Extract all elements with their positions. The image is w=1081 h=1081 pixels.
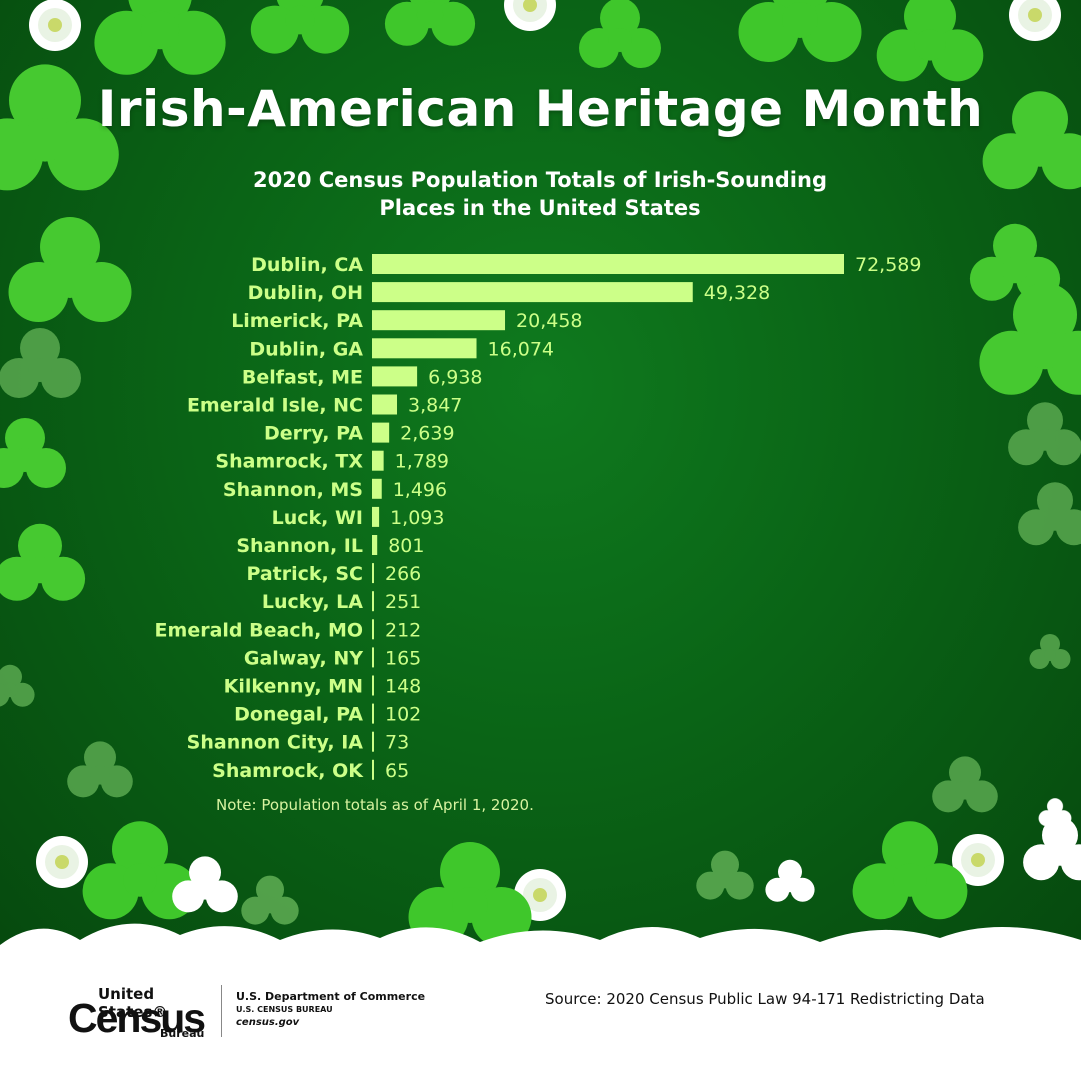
- value-label: 65: [385, 760, 409, 782]
- value-label: 6,938: [428, 366, 482, 388]
- source-citation: Source: 2020 Census Public Law 94-171 Re…: [545, 990, 985, 1008]
- bar: [372, 394, 398, 415]
- value-label: 1,496: [393, 479, 447, 501]
- footer-divider: [221, 985, 222, 1037]
- category-label: Limerick, PA: [231, 310, 363, 332]
- bar: [372, 478, 382, 499]
- value-label: 266: [385, 563, 421, 585]
- bar: [372, 563, 374, 584]
- bureau-name: U.S. CENSUS BUREAU: [236, 1005, 333, 1014]
- population-bar-chart: Dublin, CA 72,589 Dublin, OH 49,328 Limerick…: [155, 254, 921, 782]
- category-label: Luck, WI: [272, 507, 363, 529]
- value-label: 251: [385, 591, 421, 613]
- subtitle-line-2: Places in the United States: [379, 196, 701, 220]
- bar: [372, 338, 477, 359]
- bar: [372, 591, 374, 612]
- bar: [372, 675, 374, 696]
- category-label: Shannon, MS: [223, 479, 363, 501]
- subtitle-line-1: 2020 Census Population Totals of Irish-S…: [253, 168, 827, 192]
- category-label: Dublin, OH: [248, 282, 363, 304]
- department-block: U.S. Department of Commerce U.S. CENSUS …: [236, 990, 425, 1029]
- category-label: Dublin, CA: [251, 254, 363, 276]
- footer: [0, 960, 1081, 1081]
- value-label: 20,458: [516, 310, 582, 332]
- category-label: Lucky, LA: [262, 591, 363, 613]
- bar: [372, 759, 374, 780]
- category-label: Derry, PA: [264, 423, 363, 445]
- category-label: Galway, NY: [244, 647, 363, 669]
- category-label: Emerald Isle, NC: [187, 395, 363, 417]
- value-label: 148: [385, 676, 421, 698]
- category-label: Shamrock, OK: [212, 760, 364, 782]
- value-label: 16,074: [488, 338, 554, 360]
- bar: [372, 731, 374, 752]
- category-label: Belfast, ME: [242, 366, 363, 388]
- value-label: 801: [388, 535, 424, 557]
- bar: [372, 703, 374, 724]
- category-label: Patrick, SC: [246, 563, 363, 585]
- chart-subtitle: 2020 Census Population Totals of Irish-S…: [160, 166, 920, 222]
- value-label: 1,093: [390, 507, 444, 529]
- value-label: 212: [385, 619, 421, 641]
- census-bureau-logo: United States® Census Bureau: [68, 985, 208, 1045]
- bar: [372, 254, 844, 274]
- logo-line-3: Bureau: [160, 1027, 205, 1040]
- category-label: Dublin, GA: [249, 338, 363, 360]
- green-background: [0, 0, 1081, 960]
- value-label: 72,589: [855, 254, 921, 276]
- bar: [372, 619, 374, 640]
- bar: [372, 310, 506, 331]
- logo-line-1: United States®: [98, 985, 168, 1021]
- logo-line-2: Census: [68, 995, 206, 1041]
- value-label: 3,847: [408, 395, 462, 417]
- bar: [372, 506, 380, 527]
- category-label: Shamrock, TX: [215, 451, 363, 473]
- category-label: Shannon City, IA: [187, 732, 364, 754]
- value-label: 49,328: [704, 282, 770, 304]
- value-label: 165: [385, 647, 421, 669]
- chart-note: Note: Population totals as of April 1, 2…: [216, 796, 534, 814]
- category-label: Kilkenny, MN: [224, 676, 363, 698]
- category-label: Emerald Beach, MO: [155, 619, 363, 641]
- category-label: Donegal, PA: [234, 704, 363, 726]
- category-label: Shannon, IL: [236, 535, 363, 557]
- bar: [372, 282, 693, 303]
- website-link[interactable]: census.gov: [236, 1017, 300, 1028]
- value-label: 102: [385, 704, 421, 726]
- page-title: Irish-American Heritage Month: [97, 80, 984, 138]
- department-name: U.S. Department of Commerce: [236, 990, 426, 1003]
- bar: [372, 450, 384, 471]
- value-label: 1,789: [395, 451, 449, 473]
- bar: [372, 366, 418, 387]
- bar: [372, 535, 378, 555]
- bar: [372, 422, 390, 443]
- value-label: 73: [385, 732, 409, 754]
- value-label: 2,639: [400, 423, 454, 445]
- bar: [372, 647, 374, 668]
